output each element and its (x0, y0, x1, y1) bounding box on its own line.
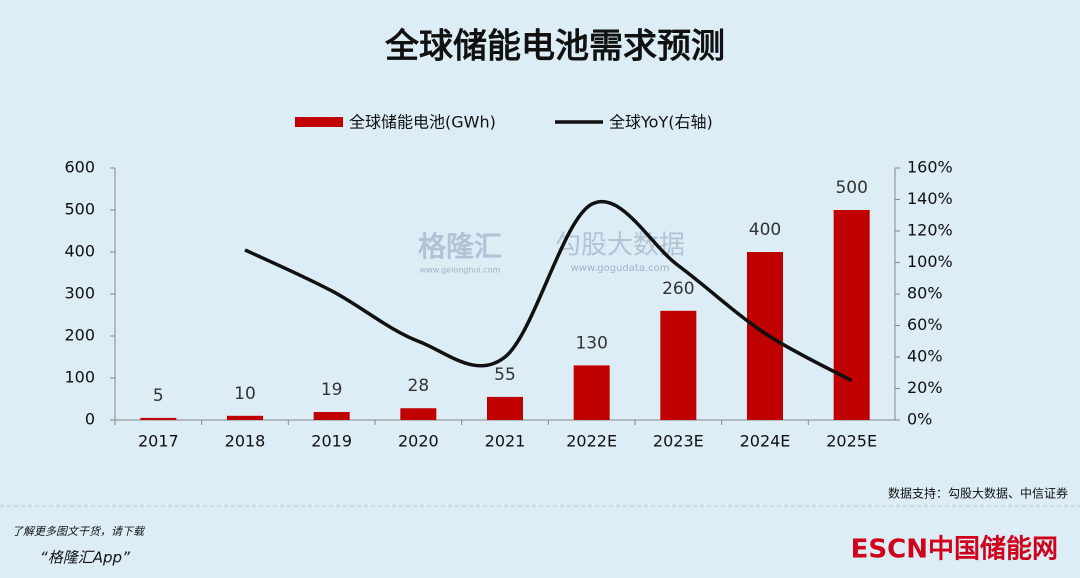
y2-tick-label: 100% (907, 252, 953, 271)
bar (313, 412, 350, 420)
line (244, 200, 853, 383)
x-tick-label: 2021 (485, 432, 526, 451)
chart-title: 全球储能电池需求预测 (384, 27, 725, 67)
y2-tick-label: 120% (907, 221, 953, 240)
x-tick-label: 2020 (398, 432, 439, 451)
watermark: www.gogudata.com (570, 263, 669, 274)
bar (227, 415, 263, 420)
app-name: “格隆汇App” (40, 549, 130, 567)
y2-tick-label: 160% (907, 158, 953, 177)
bar (660, 310, 697, 420)
y2-tick-label: 20% (907, 378, 943, 397)
bar (833, 210, 870, 420)
bar (747, 252, 783, 420)
value-label: 130 (575, 333, 607, 353)
bar (573, 365, 610, 420)
value-label: 5 (153, 386, 164, 406)
watermark: 格隆汇 (418, 230, 502, 263)
bar (400, 408, 437, 420)
y-tick-label: 300 (64, 284, 95, 303)
promo: 了解更多图文干货，请下载 (12, 525, 146, 538)
y2-tick-label: 140% (907, 189, 953, 208)
y2-tick-label: 80% (907, 284, 943, 303)
value-label: 260 (662, 279, 694, 299)
x-tick-label: 2018 (225, 432, 266, 451)
source: 数据支持：勾股大数据、中信证券 (888, 486, 1068, 501)
legend-swatch (295, 117, 343, 127)
y2-tick-label: 40% (907, 347, 943, 366)
y2-tick-label: 60% (907, 315, 943, 334)
watermark: 勾股大数据 (555, 231, 685, 261)
x-tick-label: 2023E (653, 432, 704, 451)
y-tick-label: 400 (64, 242, 95, 261)
value-label: 10 (234, 384, 256, 404)
y-tick-label: 0 (85, 410, 95, 429)
legend-label: 全球储能电池(GWh) (349, 113, 496, 132)
value-label: 28 (408, 376, 430, 396)
x-tick-label: 2024E (740, 432, 791, 451)
value-label: 500 (835, 178, 867, 198)
bar (487, 396, 523, 420)
y2-tick-label: 0% (907, 410, 932, 429)
x-tick-label: 2017 (138, 432, 179, 451)
y-tick-label: 200 (64, 326, 95, 345)
x-tick-label: 2022E (566, 432, 617, 451)
y-tick-label: 500 (64, 200, 95, 219)
value-label: 19 (321, 380, 343, 400)
y-tick-label: 100 (64, 368, 95, 387)
x-tick-label: 2025E (826, 432, 877, 451)
logo: ESCN中国储能网 (851, 534, 1058, 565)
legend-label: 全球YoY(右轴) (609, 113, 713, 132)
y-tick-label: 600 (64, 158, 95, 177)
value-label: 400 (749, 220, 781, 240)
bar (140, 417, 177, 420)
value-label: 55 (494, 365, 516, 385)
x-tick-label: 2019 (311, 432, 352, 451)
watermark: www.gelonghui.com (420, 266, 501, 275)
